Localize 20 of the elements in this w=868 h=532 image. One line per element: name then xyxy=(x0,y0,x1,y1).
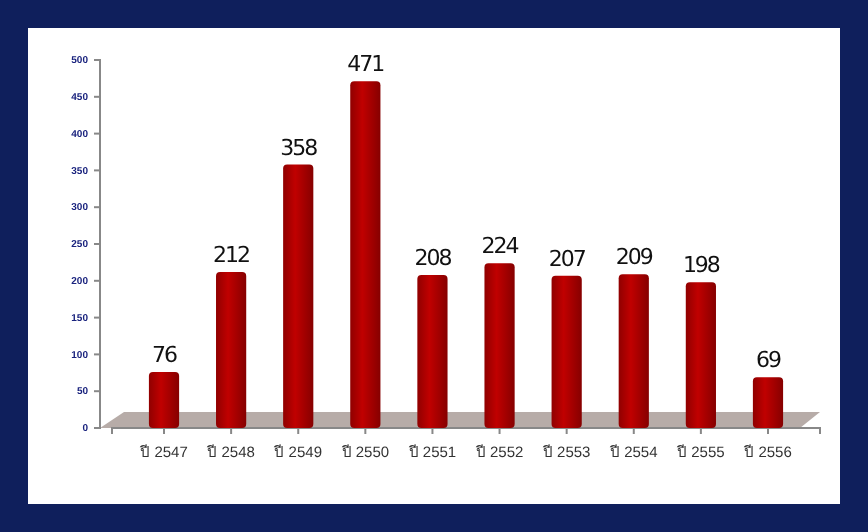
bar xyxy=(752,377,784,428)
bar xyxy=(283,164,314,428)
bar xyxy=(685,282,716,428)
bar xyxy=(484,263,515,428)
bar xyxy=(618,274,649,428)
bar xyxy=(551,275,582,428)
data-label: 207 xyxy=(548,245,587,272)
data-label: 212 xyxy=(213,241,250,268)
bar xyxy=(417,274,448,428)
data-label: 198 xyxy=(682,252,721,279)
bar xyxy=(148,372,180,428)
data-label: 76 xyxy=(152,342,179,369)
bar xyxy=(350,81,381,428)
data-label: 208 xyxy=(414,244,453,271)
bar xyxy=(216,271,247,428)
data-label: 209 xyxy=(615,244,654,271)
data-label: 471 xyxy=(347,51,384,78)
data-label: 69 xyxy=(755,347,782,374)
data-label: 358 xyxy=(280,134,319,161)
data-label: 224 xyxy=(481,233,520,260)
